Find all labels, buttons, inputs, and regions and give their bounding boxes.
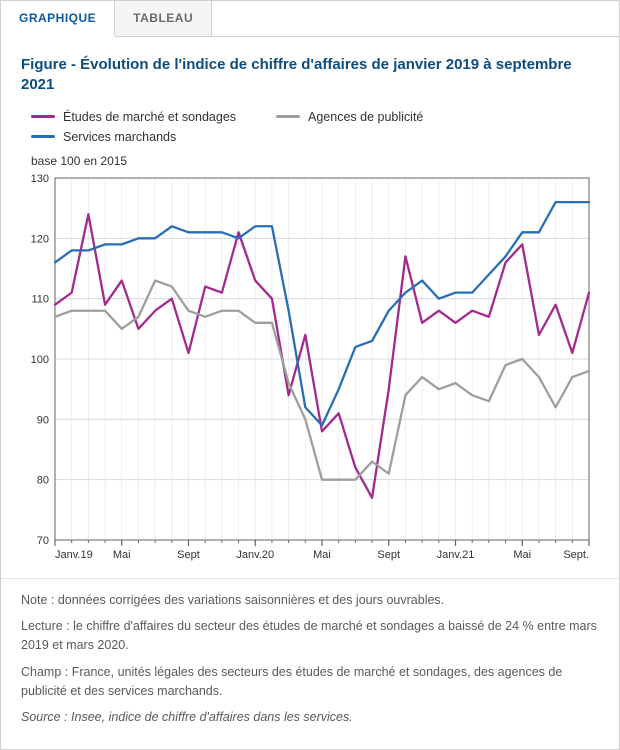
svg-text:130: 130 — [31, 173, 49, 185]
footnotes: Note : données corrigées des variations … — [1, 578, 619, 750]
tab-graphique[interactable]: GRAPHIQUE — [1, 1, 115, 37]
legend-label: Services marchands — [63, 130, 176, 144]
legend-swatch — [31, 135, 55, 138]
tab-bar: GRAPHIQUE TABLEAU — [1, 1, 619, 37]
figure-container: GRAPHIQUE TABLEAU Figure - Évolution de … — [0, 0, 620, 750]
svg-text:70: 70 — [37, 535, 49, 547]
champ-text: Champ : France, unités légales des secte… — [21, 663, 599, 701]
chart-svg: 70 80 90 100 110 120 130 Janv.19 Mai Sept Janv.20 M… — [21, 172, 599, 562]
source-text: Source : Insee, indice de chiffre d'affa… — [21, 708, 599, 727]
svg-text:80: 80 — [37, 474, 49, 486]
svg-text:120: 120 — [31, 233, 49, 245]
svg-text:100: 100 — [31, 354, 49, 366]
legend-item[interactable]: Études de marché et sondages — [31, 110, 236, 124]
lecture-text: Lecture : le chiffre d'affaires du secte… — [21, 617, 599, 655]
svg-text:Janv.19: Janv.19 — [55, 549, 93, 561]
svg-text:Sept: Sept — [177, 549, 200, 561]
chart-title: Figure - Évolution de l'indice de chiffr… — [21, 55, 599, 96]
svg-text:Janv.20: Janv.20 — [236, 549, 274, 561]
legend-label: Agences de publicité — [308, 110, 423, 124]
svg-text:Sept.: Sept. — [563, 549, 589, 561]
svg-text:Sept: Sept — [377, 549, 400, 561]
chart-content: Figure - Évolution de l'indice de chiffr… — [1, 37, 619, 578]
legend-label: Études de marché et sondages — [63, 110, 236, 124]
tab-tableau[interactable]: TABLEAU — [115, 1, 212, 36]
legend-item[interactable]: Services marchands — [31, 130, 176, 144]
legend: Études de marché et sondages Agences de p… — [21, 110, 599, 144]
svg-text:Mai: Mai — [313, 549, 331, 561]
legend-swatch — [276, 115, 300, 118]
svg-text:90: 90 — [37, 414, 49, 426]
legend-swatch — [31, 115, 55, 118]
svg-text:Mai: Mai — [513, 549, 531, 561]
y-axis-title: base 100 en 2015 — [21, 154, 599, 168]
svg-text:110: 110 — [31, 293, 49, 305]
svg-text:Mai: Mai — [113, 549, 131, 561]
note-text: Note : données corrigées des variations … — [21, 591, 599, 610]
legend-item[interactable]: Agences de publicité — [276, 110, 423, 124]
svg-text:Janv.21: Janv.21 — [437, 549, 475, 561]
chart-plot: 70 80 90 100 110 120 130 Janv.19 Mai Sept Janv.20 M… — [21, 172, 599, 562]
